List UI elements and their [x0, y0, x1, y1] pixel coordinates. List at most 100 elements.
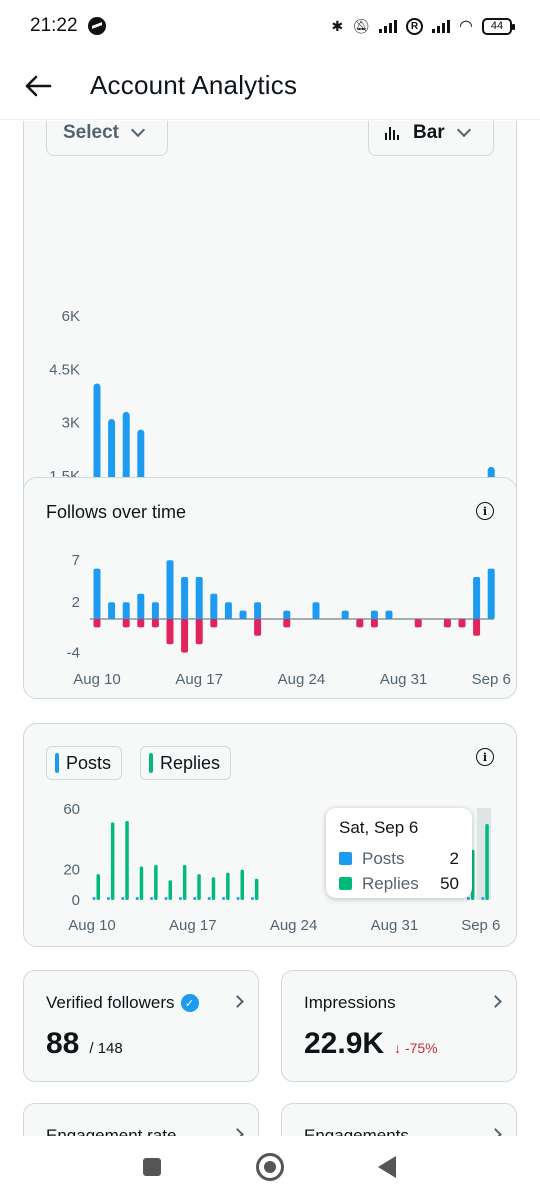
- posts-replies-chart-card: Posts Replies i 60 20 0 Aug 10 Aug 17 Aug 24 A…: [23, 723, 517, 947]
- legend-replies-label: Replies: [160, 752, 221, 773]
- bar-replies: [96, 874, 100, 900]
- bar-negative: [414, 619, 422, 628]
- bar-posts: [236, 897, 240, 900]
- tooltip-date: Sat, Sep 6: [339, 818, 419, 837]
- engagements-label: Engagements: [304, 1126, 409, 1136]
- bar-replies: [485, 824, 489, 900]
- tooltip-replies-value: 50: [440, 873, 459, 893]
- bar-replies: [168, 880, 172, 900]
- y-tick-label: 0: [72, 892, 80, 909]
- x-tick-label: Sep 6: [472, 671, 511, 688]
- impressions-value: 22.9K: [304, 1027, 385, 1060]
- tooltip-row-replies: Replies 50: [339, 871, 459, 896]
- engagements-card[interactable]: Engagements: [281, 1103, 517, 1136]
- follows-chart-title: Follows over time: [46, 502, 187, 522]
- bar-negative: [210, 619, 218, 628]
- bar-posts: [178, 897, 182, 900]
- system-nav-bar: [0, 1136, 540, 1200]
- bar-positive: [385, 610, 393, 619]
- bar-positive: [341, 610, 349, 619]
- bar-replies: [139, 866, 144, 900]
- status-time: 21:22: [30, 15, 78, 36]
- legend-posts-label: Posts: [66, 752, 112, 773]
- bar-positive: [181, 577, 189, 619]
- tooltip-posts-value: 2: [449, 848, 459, 868]
- follows-chart-card: Follows over time i 7 2 -4 Aug 10 Aug 17 Aug …: [23, 477, 517, 699]
- follows-chart: 7 2 -4 Aug 10 Aug 17 Aug 24 Aug 31 Sep 6: [67, 552, 511, 688]
- y-tick-label: 2: [72, 594, 80, 611]
- engagement-rate-label: Engagement rate: [46, 1126, 177, 1136]
- bar-positive: [122, 602, 130, 619]
- posts-replies-chart: 60 20 0 Aug 10 Aug 17 Aug 24 Aug 31 Sep 6: [63, 801, 500, 934]
- bar-posts: [135, 897, 139, 900]
- info-icon[interactable]: i: [476, 502, 494, 520]
- bar-positive: [487, 568, 495, 619]
- home-button[interactable]: [256, 1153, 284, 1181]
- info-icon[interactable]: i: [476, 748, 494, 766]
- bar-posts: [164, 897, 168, 900]
- bar-negative: [370, 619, 378, 628]
- bar-negative: [195, 619, 203, 645]
- signal-icon: [379, 19, 398, 33]
- legend-replies[interactable]: Replies: [140, 746, 232, 780]
- app-header: Account Analytics: [0, 52, 540, 120]
- bar-positive: [283, 610, 291, 619]
- bar-negative: [458, 619, 466, 628]
- bar-positive: [195, 577, 203, 619]
- y-tick-label: 7: [72, 552, 80, 569]
- system-back-button[interactable]: [378, 1156, 396, 1178]
- bar-replies: [226, 872, 230, 900]
- impressions-label: Impressions: [304, 993, 396, 1012]
- verified-followers-card[interactable]: Verified followers ✓ 88 / 148: [23, 970, 259, 1082]
- bar-negative: [443, 619, 451, 628]
- bar-negative: [93, 619, 101, 628]
- chart-tooltip: Sat, Sep 6 Posts 2 Replies 50: [326, 808, 472, 898]
- replies-swatch: [149, 753, 153, 773]
- posts-square-icon: [339, 852, 352, 865]
- x-tick-label: Aug 31: [380, 671, 428, 688]
- bar-posts: [222, 897, 226, 900]
- bar-replies: [240, 869, 244, 900]
- back-button[interactable]: [0, 52, 90, 120]
- bar-negative: [181, 619, 189, 653]
- bar-positive: [151, 602, 159, 619]
- signal-2-icon: [432, 19, 451, 33]
- bar-positive: [210, 593, 218, 619]
- metric-select-label: Select: [63, 122, 119, 143]
- posts-swatch: [55, 753, 59, 773]
- bar-positive: [166, 560, 174, 619]
- bar-positive: [312, 602, 320, 619]
- bar-negative: [137, 619, 145, 628]
- roaming-icon: R: [406, 17, 424, 35]
- verified-badge-icon: ✓: [180, 994, 199, 1012]
- bar-replies: [182, 865, 187, 900]
- bar-replies: [125, 820, 129, 900]
- bar-negative: [254, 619, 262, 636]
- chart-type-select[interactable]: Bar: [368, 121, 494, 156]
- bar-replies: [211, 877, 216, 900]
- replies-square-icon: [339, 877, 352, 890]
- bar-negative: [283, 619, 291, 628]
- wifi-icon: ◠: [459, 18, 473, 35]
- engagement-rate-card[interactable]: Engagement rate: [23, 1103, 259, 1136]
- bar-posts: [121, 897, 125, 900]
- metric-select[interactable]: Select: [46, 121, 168, 156]
- legend-posts[interactable]: Posts: [46, 746, 123, 780]
- bar-posts: [150, 897, 154, 900]
- battery-icon: 44: [482, 17, 515, 35]
- y-tick-label: 3K: [62, 415, 80, 432]
- x-tick-label: Aug 17: [169, 917, 217, 934]
- x-tick-label: Aug 10: [68, 917, 116, 934]
- bluetooth-icon: ✱: [331, 17, 344, 34]
- bar-replies: [154, 865, 158, 900]
- bar-replies: [254, 878, 259, 900]
- y-tick-label: 60: [63, 801, 80, 818]
- verified-followers-total: / 148: [89, 1040, 123, 1057]
- verified-followers-value: 88: [46, 1027, 80, 1060]
- recents-button[interactable]: [143, 1158, 161, 1176]
- x-tick-label: Aug 17: [175, 671, 223, 688]
- chevron-down-icon: [456, 122, 471, 138]
- x-tick-label: Aug 24: [278, 671, 326, 688]
- impressions-card[interactable]: Impressions 22.9K ↓ -75%: [281, 970, 517, 1082]
